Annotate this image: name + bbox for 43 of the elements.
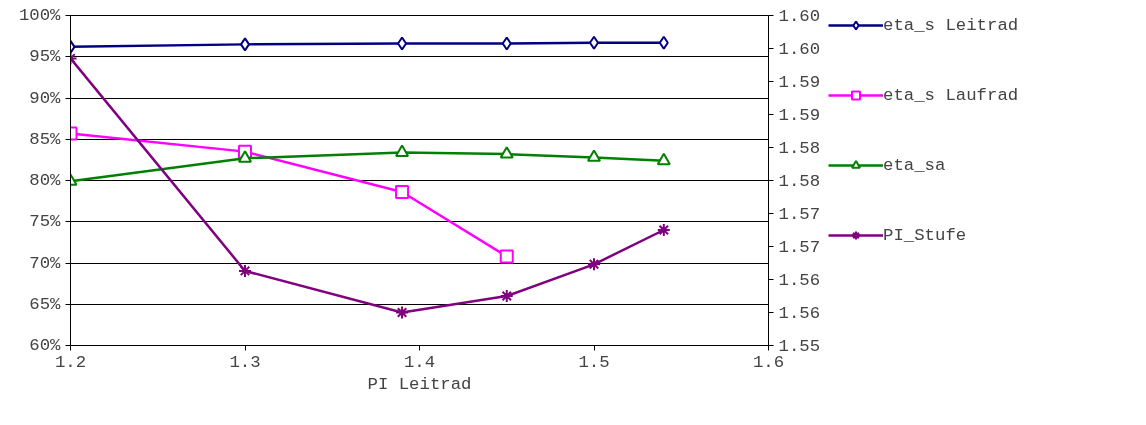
x-tick-label: 1.3 bbox=[229, 352, 261, 372]
point bbox=[499, 146, 514, 159]
y2-tick-label: 1.60 bbox=[778, 7, 821, 26]
y-tick-label: 75% bbox=[29, 212, 62, 232]
point bbox=[395, 144, 410, 157]
y2-tick-label: 1.57 bbox=[778, 205, 821, 224]
x-tick-label: 1.4 bbox=[403, 352, 436, 372]
legend-label: eta_s Leitrad bbox=[883, 15, 1020, 35]
x-tick-label: 1.2 bbox=[54, 352, 87, 372]
y2-tick-label: 1.59 bbox=[778, 106, 821, 125]
y2-tick-label: 1.56 bbox=[778, 304, 821, 323]
y-tick-label: 70% bbox=[29, 253, 62, 273]
point bbox=[395, 185, 410, 200]
y2-tick-label: 1.56 bbox=[778, 271, 821, 290]
y2-tick-label: 1.58 bbox=[778, 139, 821, 158]
point bbox=[238, 263, 252, 278]
point bbox=[658, 35, 669, 50]
legend-label: PI_Stufe bbox=[883, 225, 968, 245]
y2-tick-label: 1.59 bbox=[778, 73, 821, 92]
y2-tick-label: 1.57 bbox=[778, 238, 821, 257]
point bbox=[587, 257, 601, 272]
point bbox=[656, 223, 671, 237]
legend-label: eta_sa bbox=[883, 155, 947, 175]
point bbox=[397, 36, 408, 51]
y-tick-label: 60% bbox=[29, 336, 62, 355]
point bbox=[587, 149, 601, 162]
point bbox=[656, 152, 671, 166]
y2-tick-label: 1.60 bbox=[778, 40, 821, 59]
point bbox=[501, 36, 512, 51]
x-axis-title: PI Leitrad bbox=[367, 374, 472, 394]
y-tick-label: 100% bbox=[18, 6, 62, 25]
y-tick-label: 90% bbox=[29, 88, 62, 108]
y-tick-label: 85% bbox=[29, 129, 62, 149]
point bbox=[238, 150, 252, 163]
point bbox=[395, 305, 410, 320]
y-tick-label: 65% bbox=[29, 294, 62, 314]
point bbox=[499, 249, 514, 264]
x-tick-label: 1.5 bbox=[578, 352, 610, 372]
y-tick-label: 80% bbox=[29, 171, 62, 190]
legend-label: eta_s Laufrad bbox=[883, 85, 1020, 105]
y-tick-label: 95% bbox=[29, 47, 62, 67]
point bbox=[499, 289, 514, 303]
y2-tick-label: 1.58 bbox=[778, 172, 821, 191]
